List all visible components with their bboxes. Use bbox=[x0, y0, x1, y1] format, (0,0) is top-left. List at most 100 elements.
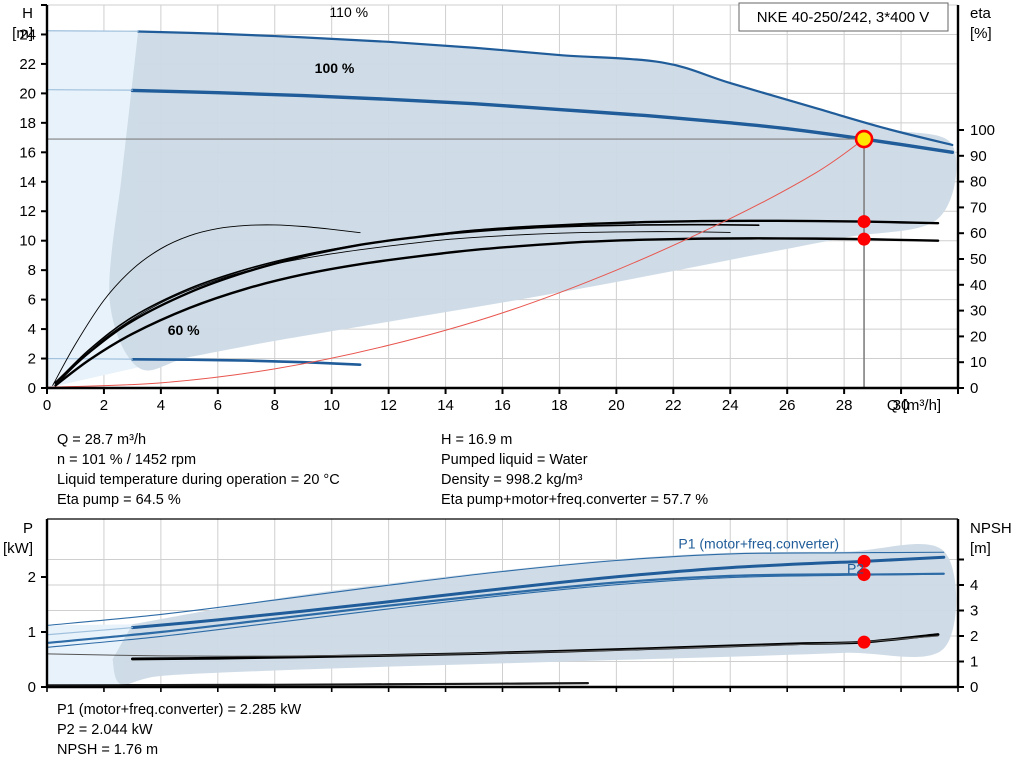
curve-eta-motor-thin-60- bbox=[52, 224, 361, 386]
x-tick-label: 28 bbox=[836, 397, 853, 414]
info-h: H = 16.9 m bbox=[441, 432, 513, 448]
operating-envelope bbox=[109, 31, 957, 371]
y2-tick-label: 40 bbox=[970, 277, 987, 294]
y-tick-label: 0 bbox=[28, 679, 36, 696]
y-tick-label: 12 bbox=[19, 203, 36, 220]
info-top-left: Q = 28.7 m³/h n = 101 % / 1452 rpm Liqui… bbox=[57, 430, 340, 510]
y2-tick-label: 20 bbox=[970, 328, 987, 345]
duty-point-marker bbox=[854, 129, 874, 149]
y-tick-label: 20 bbox=[19, 85, 36, 102]
y2-axis-title-line2: [m] bbox=[970, 540, 991, 557]
curve-h-60- bbox=[131, 357, 362, 367]
curve-duty-point-locus bbox=[46, 138, 865, 388]
y-tick-label: 24 bbox=[19, 26, 36, 43]
x-tick-label: 14 bbox=[437, 397, 454, 414]
curve-annotation-0: 110 % bbox=[329, 4, 368, 20]
y2-tick-label: 80 bbox=[970, 174, 987, 191]
info-n: n = 101 % / 1452 rpm bbox=[57, 452, 197, 468]
bottom-chart-group: 0 1 2 0 1 2 3 4 P [kW] NPSH [m] P1 (motor+freq.conve… bbox=[3, 518, 1012, 696]
y2-axis-title-line1: NPSH bbox=[970, 520, 1012, 537]
y-tick-label: 6 bbox=[28, 292, 36, 309]
y-tick-label: 1 bbox=[28, 624, 36, 641]
x-tick-label: 10 bbox=[323, 397, 340, 414]
y-axis-title-line1: H bbox=[22, 5, 33, 22]
info-density: Density = 998.2 kg/m³ bbox=[441, 472, 583, 488]
curve-eta-pump-motor bbox=[54, 237, 940, 387]
x-tick-label: 26 bbox=[779, 397, 796, 414]
x-tick-label: 20 bbox=[608, 397, 625, 414]
y-tick-label: 4 bbox=[28, 321, 36, 338]
y2-tick-label: 3 bbox=[970, 603, 978, 620]
y2-tick-label: 50 bbox=[970, 251, 987, 268]
y-tick-label: 2 bbox=[28, 569, 36, 586]
curve-annotation-2: 60 % bbox=[168, 322, 200, 338]
curve-p2-curve bbox=[45, 572, 945, 645]
x-tick-label: 22 bbox=[665, 397, 682, 414]
power-npsh-chart: 0 1 2 0 1 2 3 4 P [kW] NPSH [m] P1 (motor+freq.conve… bbox=[3, 518, 1012, 696]
label-p2: P2 bbox=[847, 561, 864, 577]
x-tick-label: 6 bbox=[214, 397, 222, 414]
title-box: NKE 40-250/242, 3*400 V bbox=[738, 2, 949, 32]
y-tick-label: 0 bbox=[28, 380, 36, 397]
curve-eta-pump-secondary bbox=[54, 223, 760, 384]
title-box-frame bbox=[738, 2, 949, 32]
y2-tick-label: 4 bbox=[970, 577, 978, 594]
y-axis-title-line2: [kW] bbox=[3, 540, 33, 557]
x-tick-label: 16 bbox=[494, 397, 511, 414]
x-tick-label: 2 bbox=[100, 397, 108, 414]
info-liquid-temp: Liquid temperature during operation = 20… bbox=[57, 472, 340, 488]
curve-baseline-low-curve bbox=[45, 682, 590, 687]
y-tick-label: 2 bbox=[28, 351, 36, 368]
info-p2: P2 = 2.044 kW bbox=[57, 722, 153, 738]
p2-marker bbox=[857, 568, 871, 582]
curve-p1-upper-band bbox=[46, 551, 945, 626]
curve-h-110- bbox=[137, 30, 954, 147]
y-tick-label: 22 bbox=[19, 56, 36, 73]
curve-p1-dashed-extension bbox=[46, 627, 134, 636]
p1-marker bbox=[857, 554, 871, 568]
y2-tick-label: 0 bbox=[970, 380, 978, 397]
curve-eta-pump bbox=[54, 219, 940, 385]
y2-tick-label: 0 bbox=[970, 679, 978, 696]
x-tick-label: 12 bbox=[380, 397, 397, 414]
y2-tick-label: 10 bbox=[970, 354, 987, 371]
y2-axis-title-line2: [%] bbox=[970, 25, 992, 42]
x-axis-title: Q [m³/h] bbox=[887, 397, 941, 414]
curve-annotation-1: 100 % bbox=[315, 60, 355, 76]
info-pumped-liquid: Pumped liquid = Water bbox=[441, 452, 588, 468]
label-p1: P1 (motor+freq.converter) bbox=[678, 535, 839, 551]
info-top-right: H = 16.9 m Pumped liquid = Water Density… bbox=[441, 430, 708, 510]
title-box-label: NKE 40-250/242, 3*400 V bbox=[757, 9, 930, 26]
power-envelope bbox=[112, 544, 957, 685]
y-tick-label: 16 bbox=[19, 144, 36, 161]
y2-tick-label: 100 bbox=[970, 122, 995, 139]
x-tick-label: 0 bbox=[43, 397, 51, 414]
info-eta-pump: Eta pump = 64.5 % bbox=[57, 492, 181, 508]
eta-pump-marker bbox=[857, 215, 871, 229]
y2-tick-label: 60 bbox=[970, 225, 987, 242]
x-tick-label: 24 bbox=[722, 397, 739, 414]
curve-h-100- bbox=[130, 88, 955, 155]
info-bottom-left: P1 (motor+freq.converter) = 2.285 kW P2 … bbox=[57, 700, 301, 760]
x-tick-label: 18 bbox=[551, 397, 568, 414]
eta-total-marker bbox=[857, 232, 871, 246]
y-tick-label: 18 bbox=[19, 115, 36, 132]
info-p1: P1 (motor+freq.converter) = 2.285 kW bbox=[57, 702, 302, 718]
top-chart-group: 0 2 4 6 8 10 12 14 16 18 20 22 24 26 28 300246810121416… bbox=[12, 2, 995, 414]
curve-eta-thin-variant-a bbox=[55, 231, 731, 386]
info-q: Q = 28.7 m³/h bbox=[57, 432, 147, 448]
x-tick-label: 8 bbox=[271, 397, 279, 414]
y2-tick-label: 1 bbox=[970, 654, 978, 671]
y2-tick-label: 2 bbox=[970, 628, 978, 645]
curve-npsh-thin-variant bbox=[46, 635, 939, 657]
x-tick-label: 30 bbox=[893, 397, 910, 414]
info-npsh: NPSH = 1.76 m bbox=[57, 742, 159, 758]
y-axis-title-line2: [m] bbox=[12, 25, 33, 42]
curve-p1-curve bbox=[130, 555, 946, 630]
y-tick-label: 8 bbox=[28, 262, 36, 279]
info-eta-total: Eta pump+motor+freq.converter = 57.7 % bbox=[441, 492, 709, 508]
head-efficiency-chart: 0 2 4 6 8 10 12 14 16 18 20 22 24 26 28 300246810121416… bbox=[12, 2, 995, 414]
y-tick-label: 10 bbox=[19, 233, 36, 250]
y2-tick-label: 70 bbox=[970, 199, 987, 216]
